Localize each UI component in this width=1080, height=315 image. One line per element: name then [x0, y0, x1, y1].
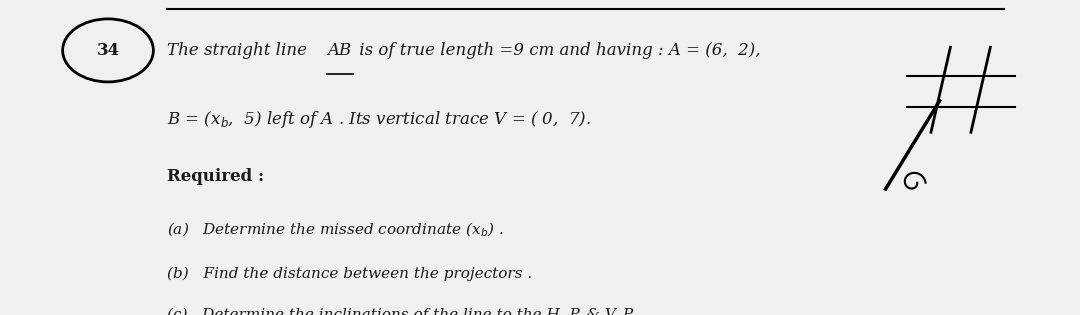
Text: is of true length =9 cm and having : A = (6,  2),: is of true length =9 cm and having : A =…: [354, 42, 760, 59]
Text: B = (x$_b$,  5) left of A . Its vertical trace V = ( 0,  7).: B = (x$_b$, 5) left of A . Its vertical …: [167, 109, 592, 130]
Text: Required :: Required :: [167, 168, 265, 185]
Text: (b)   Find the distance between the projectors .: (b) Find the distance between the projec…: [167, 267, 532, 281]
Text: (a)   Determine the missed coordinate (x$_b$) .: (a) Determine the missed coordinate (x$_…: [167, 221, 504, 239]
Text: The straight line: The straight line: [167, 42, 312, 59]
Text: 34: 34: [96, 42, 120, 59]
Text: (c)   Determine the inclinations of the line to the H. P. & V. P.: (c) Determine the inclinations of the li…: [167, 308, 635, 315]
Text: AB: AB: [327, 42, 351, 59]
